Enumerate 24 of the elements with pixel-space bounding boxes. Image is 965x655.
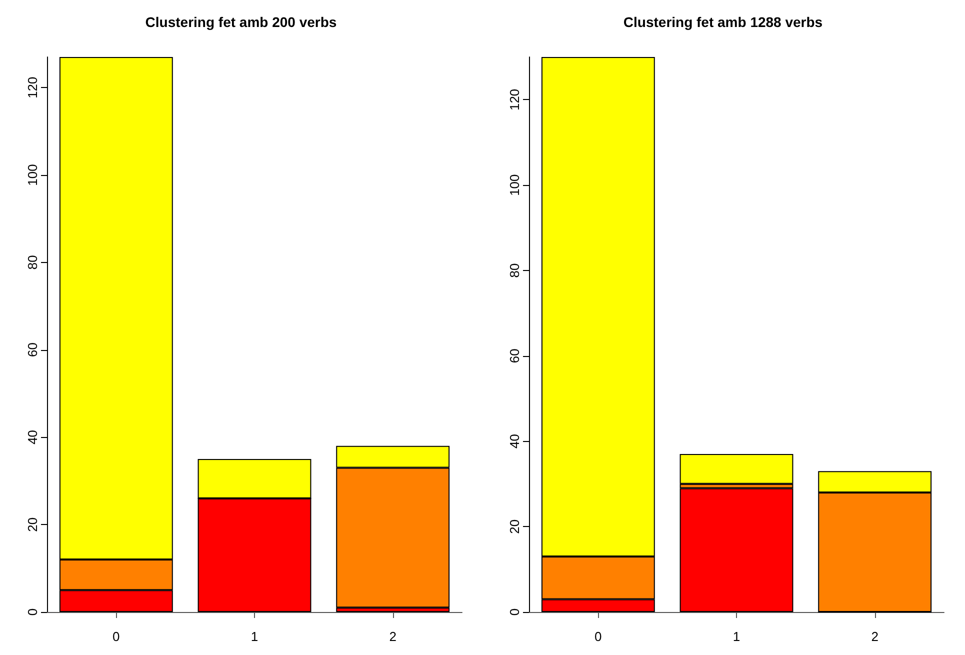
bar [680, 488, 794, 612]
x-tick-label: 2 [389, 629, 396, 644]
y-tick-label: 120 [507, 88, 522, 111]
chart-title: Clustering fet amb 200 verbs [145, 14, 337, 30]
y-tick-label: 80 [25, 255, 40, 270]
x-tick-label: 0 [112, 629, 120, 644]
bar [680, 454, 794, 484]
y-tick-label: 0 [507, 608, 522, 616]
x-tick-label: 1 [250, 629, 258, 644]
y-tick-label: 60 [507, 348, 522, 364]
x-tick-label: 2 [871, 629, 878, 644]
x-tick-label: 1 [732, 629, 740, 644]
y-tick-label: 60 [25, 342, 40, 358]
y-tick-label: 80 [507, 263, 522, 278]
y-tick-label: 20 [25, 517, 40, 532]
chart-title: Clustering fet amb 1288 verbs [623, 14, 823, 30]
y-tick-label: 100 [507, 174, 522, 196]
y-tick-label: 20 [507, 519, 522, 534]
y-tick-label: 0 [25, 608, 40, 616]
y-tick-label: 120 [25, 76, 40, 98]
x-tick-label: 0 [594, 629, 602, 644]
y-tick-label: 100 [25, 164, 40, 186]
y-tick-label: 40 [25, 430, 40, 444]
y-tick-label: 40 [507, 434, 522, 448]
